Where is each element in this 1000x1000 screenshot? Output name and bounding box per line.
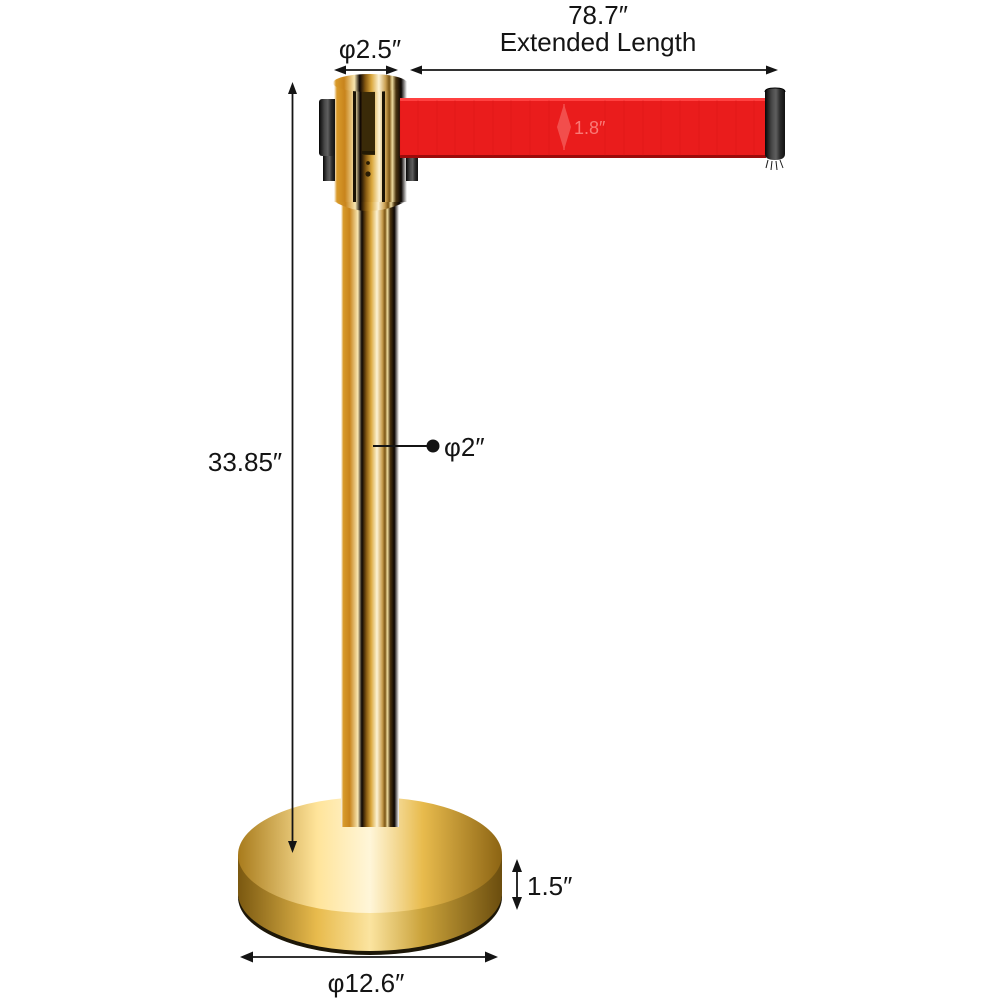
svg-text:Extended Length: Extended Length [500,27,697,57]
svg-text:1.5″: 1.5″ [527,871,572,901]
svg-text:78.7″: 78.7″ [568,0,628,30]
svg-text:33.85″: 33.85″ [208,447,282,477]
svg-text:φ2.5″: φ2.5″ [339,34,401,64]
svg-text:1.8″: 1.8″ [574,118,606,138]
svg-text:φ2″: φ2″ [444,432,485,462]
svg-text:φ12.6″: φ12.6″ [328,968,405,998]
